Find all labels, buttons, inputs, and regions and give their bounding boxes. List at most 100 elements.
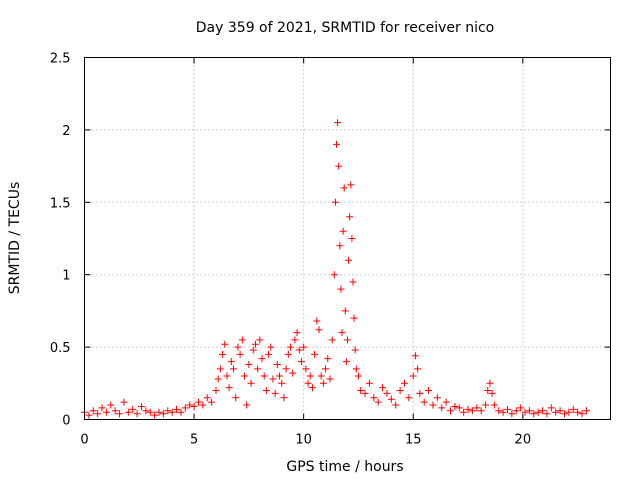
data-point <box>565 408 573 416</box>
data-point <box>238 336 246 344</box>
data-point <box>137 402 145 410</box>
data-point <box>256 336 264 344</box>
x-tick-label: 15 <box>405 433 422 448</box>
data-point <box>442 398 450 406</box>
data-point <box>98 404 106 412</box>
data-point <box>194 398 202 406</box>
data-point <box>151 411 159 419</box>
y-tick-label: 0 <box>62 414 70 429</box>
data-point <box>438 404 446 412</box>
data-point <box>340 184 348 192</box>
data-point <box>342 358 350 366</box>
data-point <box>392 401 400 409</box>
data-point <box>304 379 312 387</box>
data-point <box>349 278 357 286</box>
data-point <box>300 343 308 351</box>
data-point <box>203 394 211 402</box>
x-tick-label: 10 <box>295 433 312 448</box>
data-point <box>495 407 503 415</box>
data-point <box>486 379 494 387</box>
data-point <box>560 410 568 418</box>
data-point <box>508 410 516 418</box>
data-point <box>447 407 455 415</box>
data-point <box>262 387 270 395</box>
data-point <box>352 365 360 373</box>
data-point <box>295 346 303 354</box>
y-tick-label: 1.5 <box>50 196 71 211</box>
data-point <box>116 410 124 418</box>
data-point <box>354 372 362 380</box>
data-point <box>477 407 485 415</box>
data-point <box>490 401 498 409</box>
data-point <box>482 401 490 409</box>
data-point <box>512 407 520 415</box>
data-point <box>569 405 577 413</box>
data-point <box>260 372 268 380</box>
data-point <box>280 394 288 402</box>
data-point <box>173 405 181 413</box>
data-point <box>208 398 216 406</box>
x-tick-label: 20 <box>515 433 532 448</box>
data-points <box>81 119 590 419</box>
data-point <box>346 213 354 221</box>
data-point <box>455 404 463 412</box>
data-point <box>400 379 408 387</box>
data-point <box>168 408 176 416</box>
data-point <box>328 336 336 344</box>
data-point <box>539 407 547 415</box>
data-point <box>311 350 319 358</box>
data-point <box>251 340 259 348</box>
data-point <box>278 379 286 387</box>
data-point <box>284 350 292 358</box>
y-tick-label: 0.5 <box>50 341 71 356</box>
data-point <box>333 140 341 148</box>
data-point <box>322 365 330 373</box>
data-point <box>254 365 262 373</box>
data-point <box>124 408 132 416</box>
data-point <box>330 271 338 279</box>
data-point <box>289 369 297 377</box>
chart-title: Day 359 of 2021, SRMTID for receiver nic… <box>196 20 494 36</box>
data-point <box>414 365 422 373</box>
data-point <box>396 387 404 395</box>
data-point <box>324 355 332 363</box>
data-point <box>337 285 345 293</box>
data-point <box>107 401 115 409</box>
data-point <box>216 365 224 373</box>
data-point <box>199 401 207 409</box>
data-point <box>271 389 279 397</box>
data-point <box>269 375 277 383</box>
data-point <box>405 394 413 402</box>
y-tick-label: 1 <box>62 269 70 284</box>
data-point <box>350 314 358 322</box>
data-point <box>521 408 529 416</box>
data-point <box>331 198 339 206</box>
data-point <box>460 408 468 416</box>
data-point <box>133 410 141 418</box>
data-point <box>429 401 437 409</box>
data-point <box>543 410 551 418</box>
data-point <box>339 227 347 235</box>
data-point <box>348 235 356 242</box>
data-point <box>287 343 295 351</box>
data-point <box>190 402 198 410</box>
data-point <box>464 405 472 413</box>
data-point <box>468 407 476 415</box>
data-point <box>129 405 137 413</box>
data-point <box>232 394 240 402</box>
data-point <box>547 404 555 412</box>
data-point <box>473 404 481 412</box>
data-point <box>291 336 299 344</box>
data-point <box>525 407 533 415</box>
data-point <box>297 358 305 366</box>
data-point <box>273 360 281 368</box>
data-point <box>302 365 310 373</box>
data-point <box>374 398 382 406</box>
data-point <box>94 410 102 418</box>
data-point <box>186 401 194 409</box>
data-point <box>177 408 185 416</box>
data-point <box>433 394 441 402</box>
x-tick-label: 5 <box>190 433 198 448</box>
data-point <box>240 372 248 380</box>
